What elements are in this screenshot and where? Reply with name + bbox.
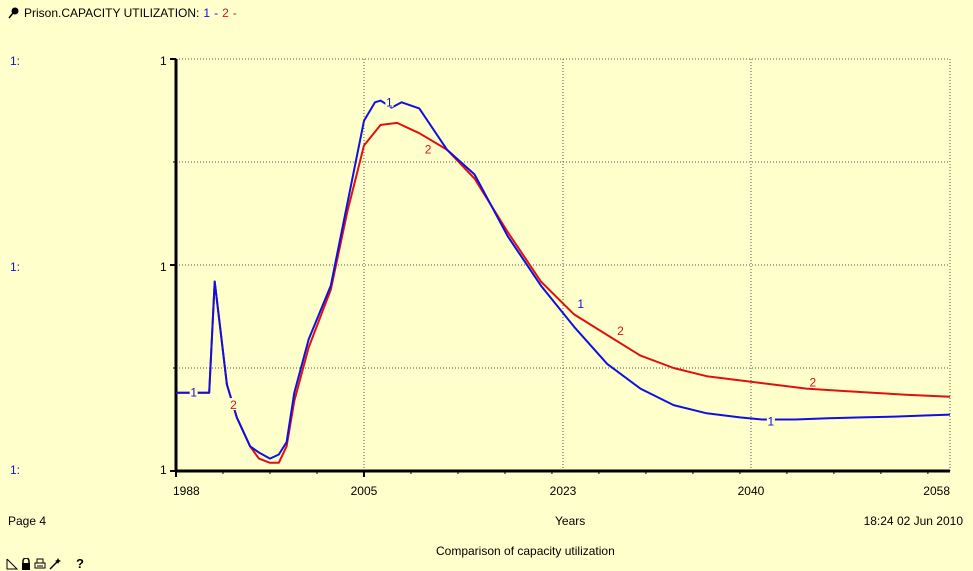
help-button[interactable]: ? [76,556,84,571]
header-series-2-marker: 2 [222,6,229,20]
x-tick-label: 2023 [550,484,577,498]
y-tick-bottom: 1 [160,463,167,477]
page-indicator: Page 4 [8,514,47,528]
corner-icon[interactable] [6,558,18,570]
series-marker-1: 1 [768,415,775,429]
series-marker-1: 1 [386,95,393,109]
x-tick-label: 2058 [923,484,950,498]
x-tick-label: 2005 [351,484,378,498]
scale-label-top: 1: [10,54,21,68]
grid-lines [176,58,951,471]
marker-bg [189,385,198,398]
series-marker-2: 2 [425,143,432,157]
graph-header: Prison.CAPACITY UTILIZATION: 1 - 2 - [8,6,237,20]
series-marker-1: 1 [190,386,197,400]
series-marker-1: 1 [577,297,584,311]
series-line-2 [176,121,951,464]
series-line-1 [176,99,951,460]
print-icon[interactable] [34,558,46,570]
series-markers: 1 1 1 1 2 2 2 2 [189,95,817,429]
series-lines [176,99,951,464]
y-tick-middle: 1 [160,260,167,274]
marker-bg [424,142,433,155]
lock-icon[interactable] [21,557,31,570]
header-trailing-separator: - [232,6,237,20]
header-series-1-marker: 1 [203,6,211,20]
x-axis-label: Years [555,514,586,528]
series-marker-2: 2 [617,324,624,338]
pin-icon[interactable] [8,7,20,19]
x-tick-label: 1988 [173,484,200,498]
marker-bg [766,414,775,427]
marker-bg [616,323,625,336]
scale-label-bottom: 1: [10,463,21,477]
axes: 1988 2005 2023 2040 2058 [170,58,950,498]
timestamp: 18:24 02 Jun 2010 [863,514,963,528]
series-marker-2: 2 [230,398,237,412]
chart-subtitle: Comparison of capacity utilization [436,544,615,558]
marker-bg [808,375,817,388]
marker-bg [385,95,394,108]
graph-toolbar: ? [6,556,84,571]
y-tick-top: 1 [160,54,167,68]
marker-bg [229,398,238,411]
x-tick-label: 2040 [738,484,765,498]
series-marker-2: 2 [810,375,817,389]
header-separator: - [214,6,219,20]
marker-bg [576,297,585,310]
header-title: Prison.CAPACITY UTILIZATION: [24,6,200,20]
scale-label-middle: 1: [10,260,21,274]
wand-icon[interactable] [49,557,61,570]
